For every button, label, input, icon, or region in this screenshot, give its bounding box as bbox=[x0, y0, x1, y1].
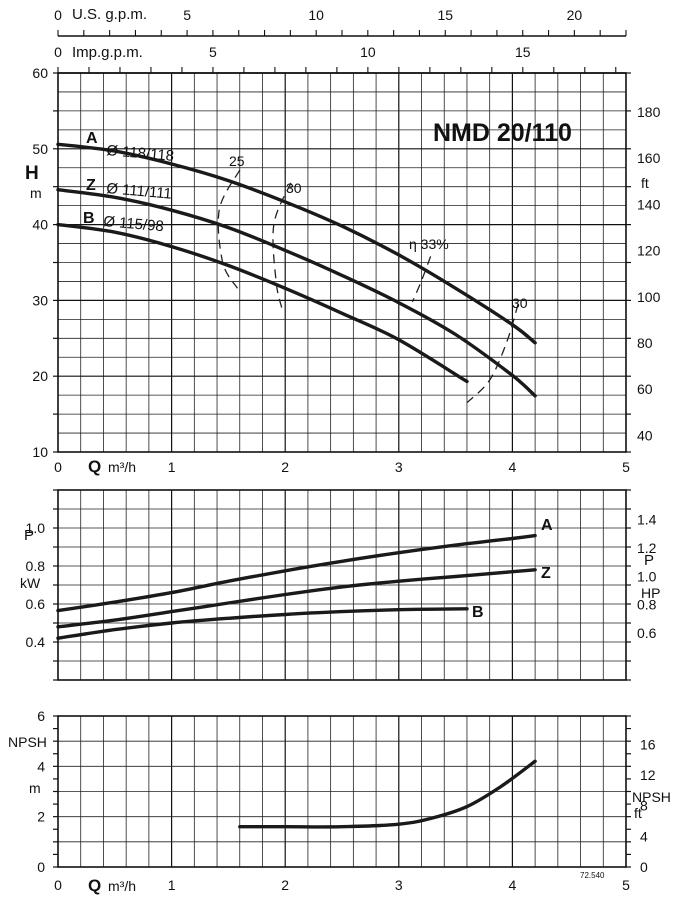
npsh-right-axis-label: NPSH bbox=[632, 789, 671, 805]
q-tick-label-head: 0 bbox=[54, 459, 62, 475]
power-curve-z-letter: Z bbox=[541, 565, 551, 582]
efficiency-label-30-right: 30 bbox=[512, 295, 528, 311]
usgpm-tick-label: 15 bbox=[437, 7, 453, 23]
power-right-axis-unit: HP bbox=[641, 585, 660, 601]
power-curve-z bbox=[56, 568, 537, 629]
power-right-tick-label: 1.0 bbox=[637, 568, 657, 584]
head-right-tick-label: 100 bbox=[637, 289, 661, 305]
power-right-tick-label: 0.6 bbox=[637, 625, 657, 641]
head-y-tick-label: 20 bbox=[32, 368, 48, 384]
curve-b-letter: B bbox=[83, 210, 95, 227]
usgpm-axis-label: U.S. g.p.m. bbox=[72, 6, 147, 23]
curve-z-letter: Z bbox=[86, 177, 96, 194]
efficiency-line-2 bbox=[411, 256, 432, 303]
npsh-right-tick-label: 12 bbox=[640, 767, 656, 783]
head-right-axis-unit: ft bbox=[641, 175, 649, 191]
power-curve-a-letter: A bbox=[541, 517, 553, 534]
power-y-tick-label: 0.8 bbox=[26, 558, 46, 574]
efficiency-label-30-left: 30 bbox=[286, 180, 302, 196]
head-right-tick-label: 60 bbox=[637, 381, 653, 397]
model-title: NMD 20/110 bbox=[433, 119, 572, 147]
curve-a-letter: A bbox=[86, 130, 98, 147]
power-axis-label: P bbox=[24, 527, 34, 544]
curve-a-diameter: Ø 118/118 bbox=[106, 142, 175, 165]
head-y-tick-label: 40 bbox=[32, 217, 48, 233]
npsh-right-tick-label: 4 bbox=[640, 828, 648, 844]
q-tick-label-npsh: 1 bbox=[168, 877, 176, 893]
power-axis-unit: kW bbox=[20, 575, 41, 591]
npsh-y-tick-label: 4 bbox=[37, 758, 45, 774]
q-tick-label-npsh: 4 bbox=[509, 877, 517, 893]
head-right-tick-label: 40 bbox=[637, 427, 653, 443]
q-tick-label-head: 3 bbox=[395, 459, 403, 475]
power-curve-a bbox=[56, 533, 537, 613]
efficiency-label-25: 25 bbox=[229, 153, 245, 169]
power-right-tick-label: 1.4 bbox=[637, 512, 657, 528]
power-curve-b bbox=[56, 607, 469, 640]
efficiency-line-3 bbox=[466, 304, 519, 404]
efficiency-label-33: η 33% bbox=[409, 236, 449, 252]
power-y-tick-label: 0.6 bbox=[26, 596, 46, 612]
q-axis-unit-head: m³/h bbox=[108, 459, 136, 475]
curve-z-diameter: Ø 111/111 bbox=[106, 180, 173, 203]
impgpm-tick-label: 5 bbox=[209, 44, 217, 60]
q-tick-label-head: 1 bbox=[168, 459, 176, 475]
power-right-axis-label: P bbox=[644, 552, 654, 569]
impgpm-tick-label: 0 bbox=[54, 44, 62, 60]
q-tick-label-npsh: 2 bbox=[281, 877, 289, 893]
npsh-axis-label: NPSH bbox=[8, 734, 47, 750]
power-right-tick-label: 1.2 bbox=[637, 540, 657, 556]
q-tick-label-npsh: 3 bbox=[395, 877, 403, 893]
head-axis-label: H bbox=[25, 163, 39, 184]
npsh-axis-unit: m bbox=[29, 780, 41, 796]
head-curve-z bbox=[56, 188, 537, 398]
q-axis-label-head: Q bbox=[88, 457, 101, 476]
head-axis-unit: m bbox=[30, 185, 42, 201]
usgpm-tick-label: 20 bbox=[567, 7, 583, 23]
head-curve-b bbox=[56, 222, 469, 384]
q-tick-label-head: 5 bbox=[622, 459, 630, 475]
power-right-tick-label: 0.8 bbox=[637, 597, 657, 613]
npsh-y-tick-label: 2 bbox=[37, 809, 45, 825]
npsh-y-tick-label: 0 bbox=[37, 859, 45, 875]
head-curve-a bbox=[56, 142, 537, 345]
impgpm-tick-label: 15 bbox=[515, 44, 531, 60]
power-y-tick-label: 1.0 bbox=[26, 520, 46, 536]
head-y-tick-label: 10 bbox=[32, 444, 48, 460]
curve-b-diameter: Ø 115/98 bbox=[103, 213, 165, 235]
head-right-tick-label: 180 bbox=[637, 104, 661, 120]
power-y-tick-label: 0.4 bbox=[26, 634, 46, 650]
figure-number: 72.540 bbox=[580, 871, 605, 880]
npsh-right-axis-unit: ft bbox=[634, 805, 642, 821]
impgpm-tick-label: 10 bbox=[360, 44, 376, 60]
head-right-tick-label: 120 bbox=[637, 243, 661, 259]
head-right-tick-label: 140 bbox=[637, 196, 661, 212]
head-y-tick-label: 30 bbox=[32, 292, 48, 308]
head-y-tick-label: 50 bbox=[32, 141, 48, 157]
q-tick-label-head: 2 bbox=[281, 459, 289, 475]
head-right-tick-label: 80 bbox=[637, 335, 653, 351]
npsh-curve-0 bbox=[238, 759, 537, 829]
q-tick-label-head: 4 bbox=[509, 459, 517, 475]
head-y-tick-label: 60 bbox=[32, 65, 48, 81]
q-tick-label-npsh: 0 bbox=[54, 877, 62, 893]
impgpm-axis-label: Imp.g.p.m. bbox=[72, 44, 143, 61]
npsh-right-tick-label: 0 bbox=[640, 859, 648, 875]
power-curve-b-letter: B bbox=[472, 604, 484, 621]
q-axis-label-npsh: Q bbox=[88, 876, 101, 895]
q-tick-label-npsh: 5 bbox=[622, 877, 630, 893]
usgpm-tick-label: 5 bbox=[183, 7, 191, 23]
efficiency-line-0 bbox=[217, 169, 241, 289]
usgpm-tick-label: 10 bbox=[308, 7, 324, 23]
head-right-tick-label: 160 bbox=[637, 150, 661, 166]
npsh-right-tick-label: 8 bbox=[640, 798, 648, 814]
npsh-y-tick-label: 6 bbox=[37, 708, 45, 724]
q-axis-unit-npsh: m³/h bbox=[108, 878, 136, 894]
npsh-right-tick-label: 16 bbox=[640, 736, 656, 752]
usgpm-tick-label: 0 bbox=[54, 7, 62, 23]
